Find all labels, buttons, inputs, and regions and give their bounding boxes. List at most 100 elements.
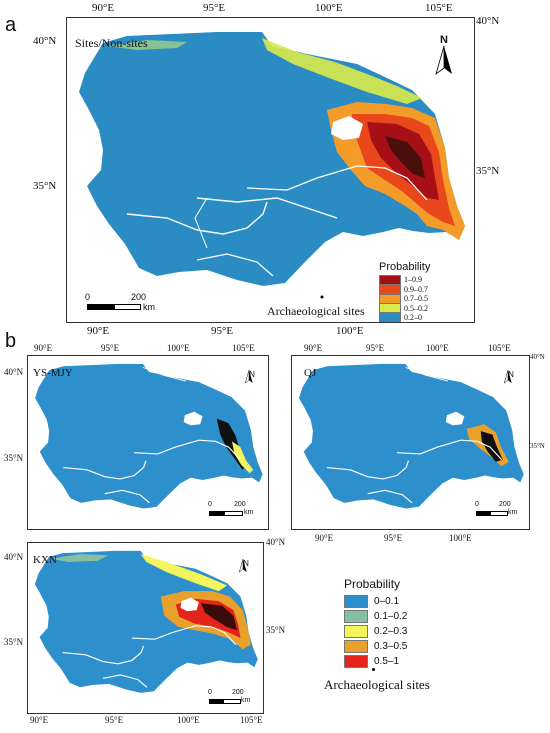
legend-swatch [344,595,368,608]
map3-left-tick: 35°N [4,637,24,647]
map1-frame: YS-MJY N 0 200 km [27,355,269,530]
legend-label: 0.7–0.5 [404,294,428,304]
north-label: N [508,370,514,379]
panel-b-letter: b [5,330,17,352]
north-arrow-icon [435,45,452,76]
zone-yellow [140,554,228,592]
panel-a-bottom-tick: 100°E [336,325,364,337]
river [142,366,187,382]
scale-zero: 0 [208,689,212,696]
panel-a-top-tick: 105°E [425,2,453,14]
qinghai-lake [180,597,199,612]
river [326,460,410,480]
river [62,645,145,665]
north-arrow-icon [503,370,512,384]
map3-plateau [34,550,258,693]
panel-b-site-dot [372,668,375,671]
panel-a-sites-label: Archaeological sites [267,304,365,318]
map3-bottom-tick: 90°E [30,715,49,725]
map2-bottom-tick: 95°E [384,533,403,543]
site-cluster [232,441,254,474]
scale-max: 200 [131,292,147,302]
north-label: N [243,559,249,568]
plateau-region [79,32,465,286]
northwest-belt [107,40,187,50]
legend-item: 0.9–0.7 [379,284,430,295]
panel-a-left-tick: 40°N [33,35,57,47]
map3-bottom-tick: 95°E [105,715,124,725]
river [196,253,274,277]
legend-swatch [379,303,401,314]
map2-bottom-tick: 100°E [449,533,472,543]
legend-item: 0–0.1 [344,594,407,609]
map2-top-tick: 90°E [304,343,323,353]
zone-green [51,554,109,563]
map1-left-tick: 40°N [4,367,24,377]
north-label: N [249,370,255,379]
river [131,625,237,646]
map2-title: QJ [304,367,317,379]
scale-bar: 0 200 km [475,501,529,525]
panel-a-top-tick: 95°E [203,2,226,14]
legend-swatch [344,610,368,623]
archaeological-site-dot [320,295,324,299]
map1-title: YS-MJY [33,367,73,379]
river [126,201,268,235]
scale-unit: km [143,302,155,312]
scale-max: 200 [499,501,511,508]
river [367,489,413,504]
map1-plateau [35,363,263,509]
panel-a-top-tick: 100°E [315,2,343,14]
map2-plateau [298,363,524,509]
panel-a-letter: a [5,14,17,36]
north-arrow-icon [238,559,247,573]
river [396,439,503,460]
river [104,489,150,504]
scale-bar: 0 200 km [208,689,263,713]
qinghai-lake [183,411,203,426]
panel-a-right-tick: 40°N [476,15,500,27]
river [134,439,241,460]
map2-top-tick: 95°E [366,343,385,353]
north-arrow: N [238,559,254,573]
panel-a-top-tick: 90°E [92,2,115,14]
legend-item: 0.1–0.2 [344,609,407,624]
panel-b-sites-label: Archaeological sites [324,677,430,692]
map3-title: KXN [33,554,57,566]
map2-top-tick: 100°E [426,343,449,353]
legend-label: 0.9–0.7 [404,284,428,294]
panel-a-legend: Probability 1–0.9 0.9–0.7 0.7–0.5 0.5–0.… [379,261,430,322]
legend-swatch [379,284,401,295]
legend-swatch [344,640,368,653]
scale-bar: 0 200 km [208,501,268,525]
panel-a-bottom-tick: 90°E [87,325,110,337]
legend-item: 0.3–0.5 [344,639,407,654]
scale-bar: 0 200 km [85,292,185,316]
panel-a-bottom-tick: 95°E [211,325,234,337]
panel-b-legend: Probability 0–0.1 0.1–0.2 0.2–0.3 0.3–0.… [344,577,407,669]
scale-bar-fill [87,305,115,309]
legend-label: 1–0.9 [404,275,422,285]
plateau-region [34,550,258,693]
map2-right-tick: 35°N [530,442,545,450]
map2-frame: QJ N 0 200 km [291,355,530,530]
scale-bar-fill [476,512,491,515]
legend-item: 0.2–0 [379,312,430,322]
legend-label: 0.2–0.3 [374,626,408,637]
qinghai-lake [331,116,363,140]
map2-top-tick: 105°E [488,343,511,353]
qinghai-lake [445,411,465,426]
map1-top-tick: 100°E [167,343,190,353]
map1-top-tick: 90°E [34,343,53,353]
scale-bar-fill [209,512,225,515]
scale-max: 200 [232,689,244,696]
river [405,366,449,382]
map3-right-tick: 40°N [266,537,286,547]
legend-label: 0–0.1 [374,596,400,607]
scale-zero: 0 [85,292,91,302]
legend-label: 0.5–0.2 [404,303,428,313]
legend-swatch [379,274,401,285]
legend-title: Probability [344,577,401,591]
panel-a-right-tick: 35°N [476,165,500,177]
zone-dark [201,603,238,631]
